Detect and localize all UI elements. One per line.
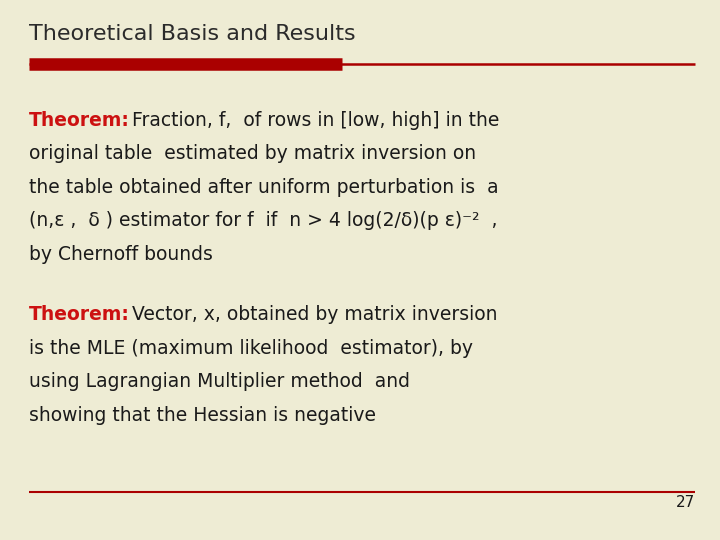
- Text: Vector, x, obtained by matrix inversion: Vector, x, obtained by matrix inversion: [126, 305, 498, 324]
- Text: the table obtained after uniform perturbation is  a: the table obtained after uniform perturb…: [29, 178, 498, 197]
- Text: showing that the Hessian is negative: showing that the Hessian is negative: [29, 406, 376, 424]
- Text: is the MLE (maximum likelihood  estimator), by: is the MLE (maximum likelihood estimator…: [29, 339, 473, 357]
- Text: using Lagrangian Multiplier method  and: using Lagrangian Multiplier method and: [29, 372, 410, 391]
- Text: Fraction, f,  of rows in [low, high] in the: Fraction, f, of rows in [low, high] in t…: [126, 111, 500, 130]
- Text: 27: 27: [675, 495, 695, 510]
- Text: Theorem:: Theorem:: [29, 305, 130, 324]
- Text: Theorem:: Theorem:: [29, 111, 130, 130]
- Text: original table  estimated by matrix inversion on: original table estimated by matrix inver…: [29, 144, 476, 163]
- Text: by Chernoff bounds: by Chernoff bounds: [29, 245, 212, 264]
- Text: (n,ε ,  δ ) estimator for f  if  n > 4 log(2/δ)(p ε)⁻²  ,: (n,ε , δ ) estimator for f if n > 4 log(…: [29, 211, 498, 230]
- Text: Theoretical Basis and Results: Theoretical Basis and Results: [29, 24, 356, 44]
